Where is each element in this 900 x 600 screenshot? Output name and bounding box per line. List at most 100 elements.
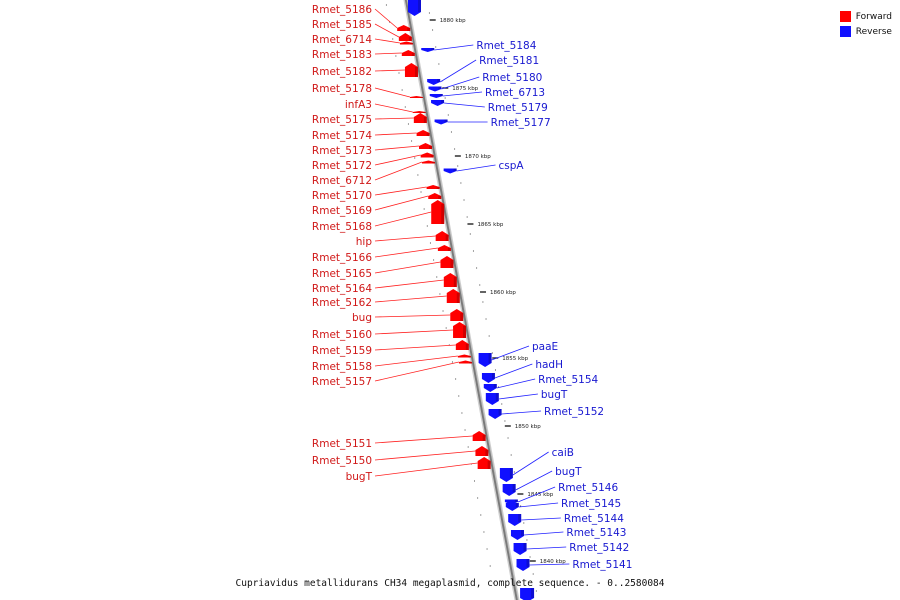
kbp-label: 1865 kbp bbox=[477, 222, 503, 228]
forward-gene-20 bbox=[450, 309, 464, 321]
forward-gene-1-shade bbox=[408, 37, 412, 41]
reverse-gene-2-body bbox=[428, 86, 442, 92]
forward-gene-5 bbox=[409, 96, 423, 98]
reverse-gene-top-edge bbox=[408, 0, 421, 16]
forward-gene-22-shade bbox=[465, 344, 469, 350]
forward-gene-1-body bbox=[398, 33, 412, 41]
reverse-gene-0-shade bbox=[431, 48, 435, 50]
forward-leader-line bbox=[374, 314, 451, 318]
reverse-gene-18 bbox=[513, 543, 527, 555]
reverse-gene-5-body bbox=[434, 119, 448, 125]
forward-gene-26-shade bbox=[485, 450, 489, 456]
forward-leader-line bbox=[374, 87, 411, 98]
forward-gene-20-shade bbox=[460, 313, 464, 321]
reverse-gene-3 bbox=[429, 94, 443, 98]
forward-leader-line bbox=[374, 161, 423, 181]
legend: Forward Reverse bbox=[839, 9, 892, 39]
forward-gene-15 bbox=[435, 231, 449, 241]
reverse-gene-14-shade bbox=[514, 499, 518, 502]
reverse-gene-3-shade bbox=[439, 94, 443, 96]
forward-gene-7-body bbox=[413, 113, 427, 123]
forward-gene-1 bbox=[398, 33, 412, 41]
reverse-leader-line bbox=[517, 486, 556, 503]
reverse-gene-16-shade bbox=[518, 514, 522, 522]
forward-leader-line bbox=[374, 435, 473, 444]
sequence-caption: Cupriavidus metallidurans CH34 megaplasm… bbox=[235, 578, 665, 589]
reverse-gene-label: cspA bbox=[499, 160, 525, 172]
forward-gene-21 bbox=[453, 322, 467, 338]
forward-gene-18-body bbox=[443, 273, 457, 287]
forward-gene-label: Rmet_5150 bbox=[312, 455, 372, 467]
forward-gene-9-body bbox=[419, 143, 433, 149]
forward-gene-11-body bbox=[421, 160, 435, 164]
reverse-gene-18-body bbox=[513, 543, 527, 555]
forward-gene-19-shade bbox=[456, 293, 460, 303]
reverse-leader-line bbox=[529, 563, 570, 566]
forward-gene-21-body bbox=[453, 322, 467, 338]
reverse-gene-7 bbox=[478, 353, 492, 367]
reverse-gene-10-body bbox=[485, 393, 499, 405]
reverse-gene-label: Rmet_5179 bbox=[488, 102, 548, 114]
reverse-gene-11-body bbox=[488, 409, 502, 419]
legend-item-forward: Forward bbox=[839, 9, 892, 24]
reverse-gene-2-shade bbox=[438, 86, 442, 89]
reverse-gene-label: Rmet_6713 bbox=[485, 87, 545, 99]
forward-gene-3-shade bbox=[411, 53, 415, 56]
forward-leader-line bbox=[374, 344, 456, 351]
reverse-leader-line bbox=[526, 546, 567, 550]
forward-gene-19-body bbox=[446, 289, 460, 303]
forward-gene-label: Rmet_5173 bbox=[312, 145, 372, 157]
kbp-label: 1880 kbp bbox=[440, 18, 466, 24]
reverse-gene-16-body bbox=[508, 514, 522, 526]
forward-gene-24-body bbox=[458, 360, 472, 364]
reverse-gene-1-body bbox=[427, 79, 441, 85]
forward-gene-label: Rmet_5164 bbox=[312, 283, 372, 295]
reverse-gene-15-body bbox=[505, 503, 519, 511]
reverse-gene-12-shade bbox=[509, 468, 513, 478]
forward-gene-25-body bbox=[472, 431, 486, 441]
forward-gene-25-shade bbox=[482, 435, 486, 441]
reverse-gene-13-shade bbox=[512, 484, 516, 492]
reverse-gene-label: Rmet_5181 bbox=[479, 55, 539, 67]
forward-gene-4 bbox=[404, 63, 418, 77]
reverse-leader-line bbox=[491, 345, 530, 361]
forward-gene-18 bbox=[443, 273, 457, 287]
reverse-gene-1 bbox=[427, 79, 441, 85]
legend-item-reverse: Reverse bbox=[839, 24, 892, 39]
forward-gene-6-body bbox=[412, 111, 426, 113]
forward-gene-17 bbox=[440, 256, 454, 268]
forward-gene-label: Rmet_5172 bbox=[312, 160, 372, 172]
reverse-gene-8-shade bbox=[491, 373, 495, 379]
forward-gene-10-shade bbox=[430, 155, 434, 158]
forward-gene-26-body bbox=[475, 446, 489, 456]
reverse-gene-4 bbox=[431, 100, 445, 106]
forward-gene-label: Rmet_5170 bbox=[312, 190, 372, 202]
forward-gene-27 bbox=[477, 457, 491, 469]
reverse-gene-label: Rmet_5142 bbox=[569, 542, 629, 554]
reverse-leader-line bbox=[521, 517, 561, 521]
reverse-gene-label: Rmet_5177 bbox=[491, 117, 551, 129]
reverse-gene-bottom-edge bbox=[520, 588, 535, 600]
reverse-gene-label: Rmet_5184 bbox=[476, 40, 536, 52]
forward-gene-label: Rmet_6712 bbox=[312, 175, 372, 187]
reverse-gene-12 bbox=[499, 468, 513, 482]
forward-gene-15-body bbox=[435, 231, 449, 241]
forward-leader-line bbox=[374, 235, 436, 242]
forward-gene-label: bugT bbox=[346, 471, 373, 483]
forward-leader-line bbox=[374, 103, 413, 113]
forward-gene-23 bbox=[457, 354, 471, 358]
forward-leader-line bbox=[374, 186, 427, 196]
forward-gene-label: Rmet_5178 bbox=[312, 83, 372, 95]
reverse-leader-line bbox=[494, 363, 533, 379]
forward-gene-label: Rmet_5158 bbox=[312, 361, 372, 373]
reverse-leader-line bbox=[439, 59, 477, 83]
forward-gene-2 bbox=[399, 41, 413, 45]
reverse-gene-label: bugT bbox=[541, 389, 568, 401]
reverse-gene-2 bbox=[428, 86, 442, 92]
reverse-gene-13 bbox=[502, 484, 516, 496]
forward-gene-0-shade bbox=[407, 28, 411, 31]
forward-leader-line bbox=[374, 8, 398, 29]
forward-gene-13-body bbox=[428, 193, 442, 199]
